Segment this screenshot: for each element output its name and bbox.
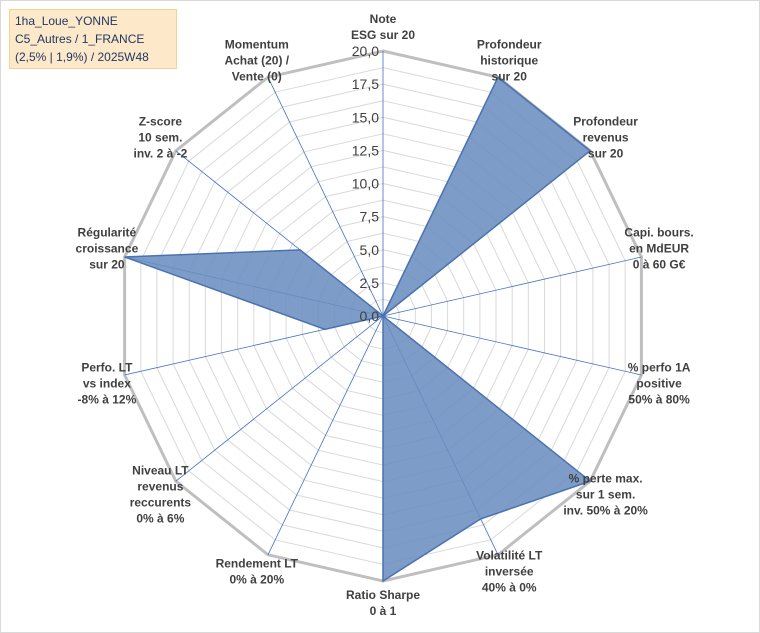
tick-label: 7,5: [360, 209, 380, 225]
tick-label: 2,5: [360, 275, 380, 291]
axis-label: 0 à 1: [370, 604, 397, 618]
axis-label: revenus: [583, 130, 629, 144]
series-area: [124, 76, 592, 583]
axis-label: 50% à 80%: [628, 393, 690, 407]
axis-label: Volatilité LT: [476, 549, 543, 563]
axis-label: % perfo 1A: [628, 361, 691, 375]
axis-label: Capi. bours.: [624, 225, 693, 239]
axis-label: Niveau LT: [132, 464, 189, 478]
tick-label: 12,5: [352, 142, 379, 158]
axis-label: Rendement LT: [216, 557, 299, 571]
axis-label: 0% à 20%: [229, 573, 284, 587]
axis-label: ESG sur 20: [351, 28, 415, 42]
axis-label: Achat (20) /: [224, 53, 289, 67]
axis-label: sur 1 sem.: [576, 488, 635, 502]
spoke-line: [175, 315, 384, 482]
spoke-line: [382, 256, 642, 317]
tick-label: 5,0: [360, 242, 380, 258]
axis-label: Profondeur: [477, 37, 542, 51]
axis-label: -8% à 12%: [78, 393, 137, 407]
axis-label: vs index: [83, 377, 131, 391]
axis-label: sur 20: [492, 69, 528, 83]
radar-series: [124, 76, 592, 583]
spoke-line: [382, 315, 642, 376]
axis-label: positive: [636, 377, 682, 391]
axis-label: en MdEUR: [629, 241, 689, 255]
axis-label: historique: [480, 53, 538, 67]
axis-labels: Note ESG sur 20 Profondeur historique sur 20…: [76, 12, 694, 618]
info-line-2: C5_Autres / 1_FRANCE: [15, 32, 145, 46]
tick-label: 0,0: [360, 308, 380, 324]
axis-label: sur 20: [89, 257, 125, 271]
axis-label: % perte max.: [569, 472, 643, 486]
tick-label: 15,0: [352, 109, 379, 125]
tick-label: 20,0: [352, 43, 379, 59]
tick-label: 17,5: [352, 76, 379, 92]
axis-label: Ratio Sharpe: [346, 588, 420, 602]
axis-label: 0 à 60 G€: [633, 257, 686, 271]
axis-label: sur 20: [588, 146, 624, 160]
info-box: 1ha_Loue_YONNE C5_Autres / 1_FRANCE (2,5…: [9, 9, 177, 69]
axis-label: revenus: [137, 480, 183, 494]
radial-tick-labels: 0,0 2,5 5,0 7,5 10,0 12,5 15,0 17,5 20,0: [352, 43, 379, 324]
axis-label: Momentum: [225, 37, 289, 51]
axis-label: Vente (0): [232, 69, 282, 83]
axis-label: Z-score: [139, 114, 183, 128]
spoke-line: [267, 315, 384, 555]
axis-label: Régularité: [78, 225, 137, 239]
axis-label: Note: [370, 12, 397, 26]
axis-label: inversée: [485, 565, 534, 579]
axis-label: 10 sem.: [138, 130, 182, 144]
info-line-3: (2,5% | 1,9%) / 2025W48: [15, 50, 149, 64]
axis-label: Profondeur: [573, 114, 638, 128]
tick-label: 10,0: [352, 176, 379, 192]
axis-label: croissance: [76, 241, 139, 255]
axis-label: inv. 2 à -2: [133, 146, 187, 160]
info-line-1: 1ha_Loue_YONNE: [15, 14, 118, 28]
axis-label: inv. 50% à 20%: [563, 504, 648, 518]
axis-label: reccurents: [130, 496, 192, 510]
spoke-line: [267, 77, 384, 317]
axis-label: 40% à 0%: [482, 581, 537, 595]
axis-label: 0% à 6%: [136, 512, 184, 526]
axis-label: Perfo. LT: [81, 361, 133, 375]
